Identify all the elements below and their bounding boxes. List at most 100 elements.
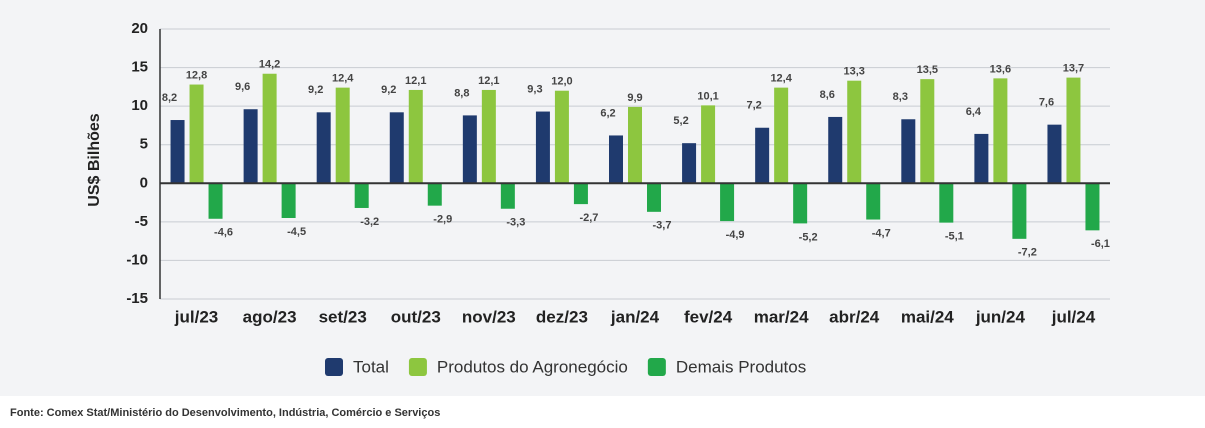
bar [500, 183, 515, 209]
bar [647, 183, 661, 212]
bar [535, 111, 550, 184]
data-label: -4,9 [726, 229, 745, 241]
data-label: -7,2 [1018, 247, 1037, 259]
x-tick-label: mai/24 [901, 307, 954, 326]
data-label: -6,1 [1091, 238, 1110, 250]
data-label: 13,3 [844, 66, 865, 78]
data-label: -3,2 [360, 216, 379, 228]
data-label: 13,6 [990, 63, 1011, 75]
bar [462, 115, 477, 184]
data-label: -2,9 [433, 214, 452, 226]
data-label: 9,3 [527, 83, 542, 95]
legend-label: Demais Produtos [676, 357, 806, 376]
bar [354, 183, 369, 208]
data-label: 10,1 [697, 90, 718, 102]
bar [481, 89, 496, 184]
bar [281, 183, 296, 218]
source: Fonte: Comex Stat/Ministério do Desenvol… [10, 407, 440, 419]
bar [316, 112, 331, 184]
data-label: 9,2 [308, 84, 323, 96]
bar [755, 127, 770, 184]
bar [901, 119, 916, 184]
data-label: 9,9 [627, 92, 642, 104]
x-tick-label: nov/23 [462, 307, 516, 326]
bar [847, 80, 862, 184]
bar [427, 183, 442, 206]
bar [389, 112, 404, 184]
data-label: 12,4 [770, 73, 792, 85]
data-label: -5,2 [799, 231, 818, 243]
data-label: 7,6 [1039, 97, 1054, 109]
bar [866, 183, 881, 220]
y-tick-label: -15 [126, 290, 148, 307]
bar [939, 183, 954, 223]
bar [243, 109, 258, 184]
y-axis-label: US$ Bilhões [86, 113, 103, 206]
data-label: -4,6 [214, 227, 233, 239]
x-tick-label: fev/24 [684, 307, 733, 326]
data-label: 13,7 [1063, 63, 1084, 75]
data-label: 12,0 [551, 76, 572, 88]
data-label: 8,3 [893, 91, 908, 103]
x-tick-label: jan/24 [610, 307, 660, 326]
bar [170, 120, 185, 184]
data-label: -2,7 [579, 212, 598, 224]
bar [573, 183, 588, 205]
y-tick-label: 20 [131, 20, 148, 37]
data-label: 8,8 [454, 87, 469, 99]
y-tick-label: 10 [131, 97, 148, 114]
data-label: 14,2 [259, 59, 280, 71]
data-label: 12,1 [478, 75, 499, 87]
bar [554, 90, 569, 184]
legend-swatch [325, 358, 343, 376]
legend-label: Produtos do Agronegócio [437, 357, 628, 376]
bar [701, 105, 716, 184]
data-label: 8,6 [820, 89, 835, 101]
y-tick-label: 0 [140, 174, 148, 191]
bar [682, 143, 697, 184]
legend-swatch [408, 358, 427, 376]
bar [793, 183, 808, 224]
x-tick-label: set/23 [319, 307, 367, 326]
bar [720, 183, 735, 222]
legend-swatch [647, 358, 666, 376]
y-tick-label: -10 [126, 251, 148, 268]
x-tick-label: jul/23 [174, 307, 218, 326]
x-tick-label: dez/23 [536, 307, 588, 326]
chart-background [0, 0, 1205, 396]
bar [408, 89, 423, 184]
bar [1066, 77, 1081, 184]
x-tick-label: abr/24 [829, 307, 880, 326]
data-label: 6,4 [966, 106, 982, 118]
data-label: 12,8 [186, 69, 207, 81]
data-label: -3,3 [506, 217, 525, 229]
bar [828, 116, 843, 184]
x-tick-label: out/23 [391, 307, 441, 326]
data-label: 6,2 [600, 107, 615, 119]
bar [208, 183, 223, 219]
y-tick-label: 15 [131, 59, 148, 76]
bar [974, 133, 989, 184]
y-tick-label: 5 [140, 136, 148, 153]
data-label: 7,2 [747, 100, 762, 112]
bar [628, 106, 642, 184]
data-label: 5,2 [673, 115, 688, 127]
bar [1047, 124, 1062, 184]
data-label: -4,7 [872, 227, 891, 239]
data-label: 13,5 [917, 64, 938, 76]
bar [774, 87, 789, 184]
data-label: 9,6 [235, 81, 250, 93]
bar [1085, 183, 1100, 231]
data-label: 12,4 [332, 73, 354, 85]
bar [1012, 183, 1027, 239]
data-label: -3,7 [653, 220, 672, 232]
bar [335, 87, 350, 184]
bar [993, 78, 1008, 184]
data-label: 9,2 [381, 84, 396, 96]
data-label: 8,2 [162, 92, 177, 104]
data-label: -4,5 [287, 226, 306, 238]
y-tick-label: -5 [135, 213, 148, 230]
bar [609, 135, 623, 184]
data-label: -5,1 [945, 231, 964, 243]
